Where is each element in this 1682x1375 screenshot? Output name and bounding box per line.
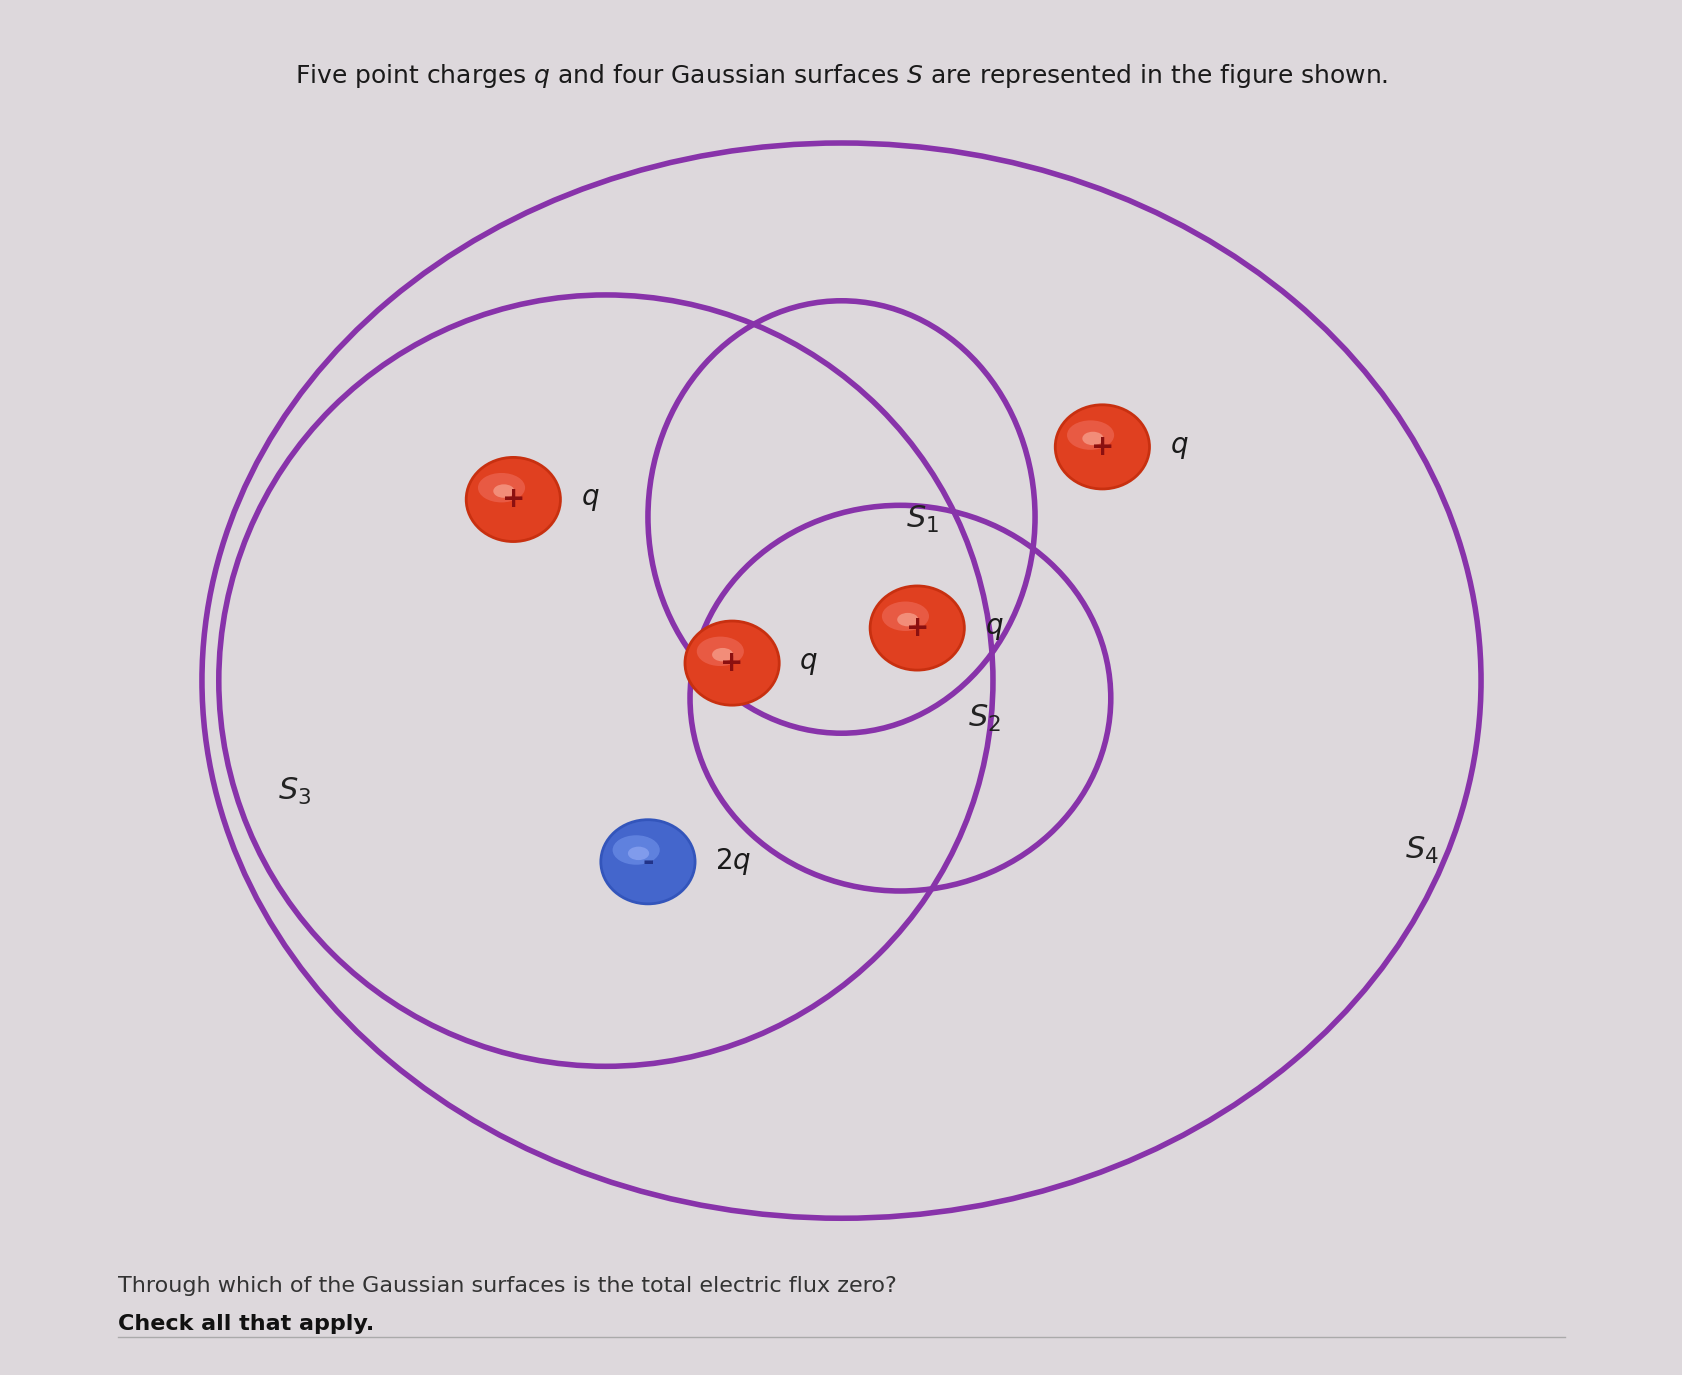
Text: $q$: $q$	[1169, 433, 1187, 461]
Text: -: -	[643, 848, 653, 876]
Ellipse shape	[627, 847, 649, 861]
Text: Through which of the Gaussian surfaces is the total electric flux zero?: Through which of the Gaussian surfaces i…	[118, 1276, 897, 1297]
Ellipse shape	[870, 586, 964, 670]
Text: $S_3$: $S_3$	[278, 775, 311, 807]
Text: +: +	[1090, 433, 1113, 461]
Ellipse shape	[466, 458, 560, 542]
Text: Check all that apply.: Check all that apply.	[118, 1314, 373, 1335]
Text: $q$: $q$	[984, 615, 1002, 642]
Text: $2q$: $2q$	[715, 846, 752, 877]
Ellipse shape	[1082, 432, 1103, 446]
Ellipse shape	[1066, 421, 1113, 450]
Text: +: +	[905, 615, 928, 642]
Ellipse shape	[493, 484, 515, 498]
Ellipse shape	[478, 473, 525, 502]
Ellipse shape	[897, 613, 918, 627]
Text: +: +	[720, 649, 743, 676]
Ellipse shape	[600, 820, 695, 903]
Ellipse shape	[711, 648, 733, 661]
Ellipse shape	[685, 622, 779, 705]
Ellipse shape	[696, 637, 743, 666]
Ellipse shape	[881, 601, 928, 631]
Ellipse shape	[1055, 404, 1149, 490]
Text: $S_1$: $S_1$	[905, 503, 939, 535]
Text: $q$: $q$	[799, 649, 817, 676]
Text: $S_4$: $S_4$	[1404, 835, 1438, 866]
Ellipse shape	[612, 835, 659, 865]
Text: $S_2$: $S_2$	[967, 703, 1001, 734]
Text: $q$: $q$	[580, 485, 599, 513]
Text: Five point charges $q$ and four Gaussian surfaces $S$ are represented in the fig: Five point charges $q$ and four Gaussian…	[294, 62, 1388, 89]
Text: +: +	[501, 485, 525, 513]
